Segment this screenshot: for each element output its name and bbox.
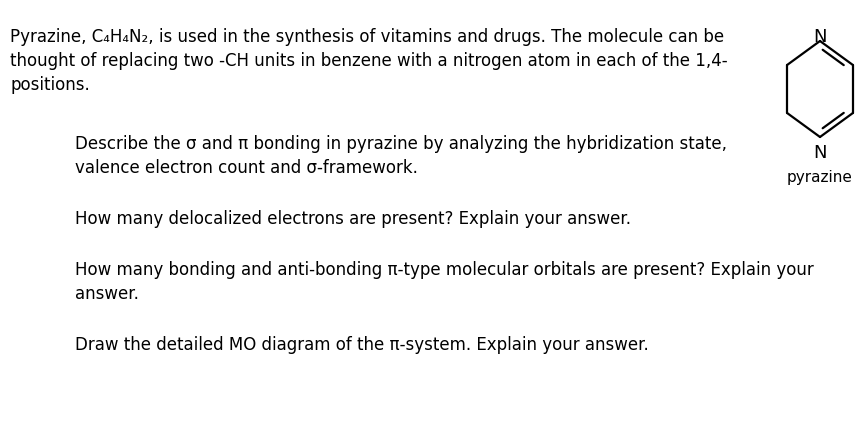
Text: Describe the σ and π bonding in pyrazine by analyzing the hybridization state,: Describe the σ and π bonding in pyrazine…: [75, 135, 727, 153]
Text: N: N: [813, 144, 827, 162]
Text: answer.: answer.: [75, 284, 139, 302]
Text: thought of replacing two -CH units in benzene with a nitrogen atom in each of th: thought of replacing two -CH units in be…: [10, 52, 727, 70]
Text: pyrazine: pyrazine: [787, 169, 853, 184]
Text: Draw the detailed MO diagram of the π-system. Explain your answer.: Draw the detailed MO diagram of the π-sy…: [75, 335, 649, 353]
Text: valence electron count and σ-framework.: valence electron count and σ-framework.: [75, 159, 418, 177]
Text: How many bonding and anti-bonding π-type molecular orbitals are present? Explain: How many bonding and anti-bonding π-type…: [75, 261, 814, 278]
Text: N: N: [813, 28, 827, 46]
Text: positions.: positions.: [10, 76, 90, 94]
Text: How many delocalized electrons are present? Explain your answer.: How many delocalized electrons are prese…: [75, 209, 631, 227]
Text: Pyrazine, C₄H₄N₂, is used in the synthesis of vitamins and drugs. The molecule c: Pyrazine, C₄H₄N₂, is used in the synthes…: [10, 28, 724, 46]
